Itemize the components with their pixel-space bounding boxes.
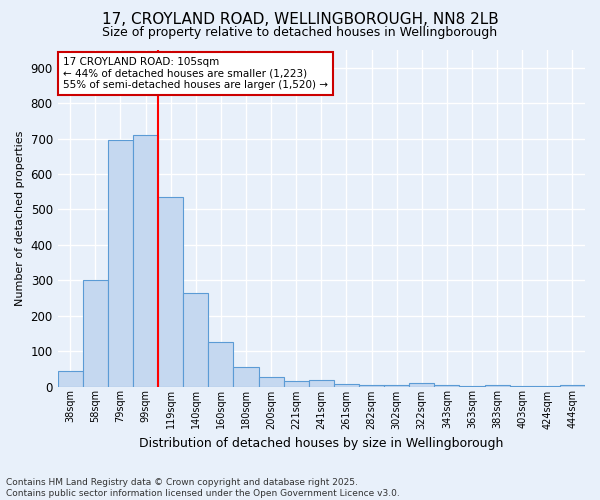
Bar xyxy=(409,383,434,386)
Bar xyxy=(309,380,334,386)
Bar xyxy=(233,367,259,386)
Bar xyxy=(560,384,585,386)
Bar xyxy=(108,140,133,386)
Bar xyxy=(359,385,384,386)
Bar xyxy=(58,370,83,386)
Bar xyxy=(158,197,183,386)
Text: Size of property relative to detached houses in Wellingborough: Size of property relative to detached ho… xyxy=(103,26,497,39)
Bar xyxy=(284,381,309,386)
Bar xyxy=(485,385,509,386)
Bar xyxy=(384,384,409,386)
Y-axis label: Number of detached properties: Number of detached properties xyxy=(15,130,25,306)
Text: 17, CROYLAND ROAD, WELLINGBOROUGH, NN8 2LB: 17, CROYLAND ROAD, WELLINGBOROUGH, NN8 2… xyxy=(101,12,499,28)
Bar xyxy=(83,280,108,386)
Text: 17 CROYLAND ROAD: 105sqm
← 44% of detached houses are smaller (1,223)
55% of sem: 17 CROYLAND ROAD: 105sqm ← 44% of detach… xyxy=(63,56,328,90)
Bar xyxy=(133,135,158,386)
Bar xyxy=(334,384,359,386)
Bar xyxy=(183,292,208,386)
Text: Contains HM Land Registry data © Crown copyright and database right 2025.
Contai: Contains HM Land Registry data © Crown c… xyxy=(6,478,400,498)
Bar xyxy=(434,385,460,386)
X-axis label: Distribution of detached houses by size in Wellingborough: Distribution of detached houses by size … xyxy=(139,437,503,450)
Bar xyxy=(208,342,233,386)
Bar xyxy=(259,376,284,386)
